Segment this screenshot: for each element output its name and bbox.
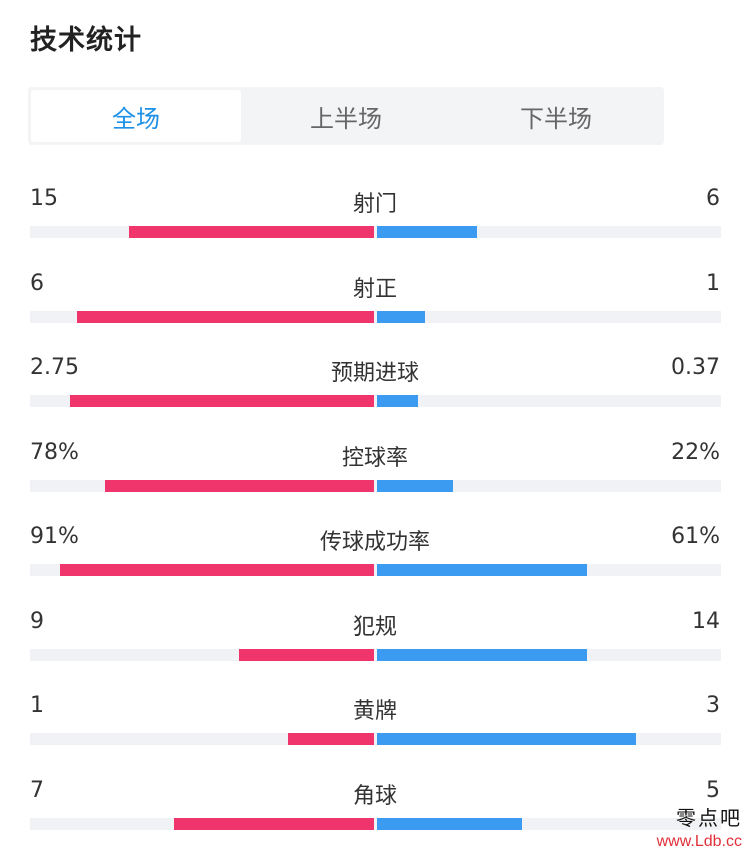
- watermark-name: 零点吧: [676, 806, 742, 830]
- stat-home-bar: [70, 395, 374, 407]
- stat-home-bar: [60, 564, 374, 576]
- stat-label: 角球: [352, 783, 397, 809]
- stat-away-bar: [377, 648, 587, 661]
- stat-away-value: 1: [706, 270, 720, 296]
- stat-label: 预期进球: [330, 361, 419, 386]
- stat-home-value: 91%: [30, 524, 79, 549]
- stat-label: 射正: [352, 276, 397, 302]
- stat-home-value: 15: [30, 186, 58, 211]
- stat-home-bar: [105, 479, 374, 492]
- stat-away-bar: [377, 479, 453, 492]
- stat-row: 91% 传球成功率 61%: [0, 506, 750, 591]
- stat-home-bar: [77, 310, 374, 323]
- stat-home-value: 6: [30, 270, 44, 296]
- stat-away-value: 3: [706, 693, 720, 718]
- stat-home-bar: [288, 733, 374, 745]
- stat-row: 78% 控球率 22%: [0, 422, 750, 507]
- stat-row: 1 黄牌 3: [0, 675, 750, 760]
- stat-home-bar: [174, 817, 374, 830]
- stat-away-bar: [377, 310, 425, 323]
- stat-home-bar: [239, 648, 374, 661]
- stat-row: 6 射正 1: [0, 253, 750, 338]
- stat-away-value: 6: [706, 186, 720, 211]
- stat-row: 15 射门 6: [0, 168, 750, 253]
- stat-away-value: 5: [706, 777, 720, 803]
- stat-row: 9 犯规 14: [0, 591, 750, 676]
- stat-away-value: 61%: [671, 524, 720, 549]
- stat-home-bar: [129, 226, 374, 238]
- stat-row: 2.75 预期进球 0.37: [0, 337, 750, 422]
- watermark: 零点吧 www.Ldb.cc: [657, 802, 742, 851]
- stat-home-value: 1: [30, 693, 44, 718]
- stat-home-value: 2.75: [30, 355, 79, 380]
- stat-label: 射门: [352, 192, 397, 217]
- stat-label: 控球率: [341, 445, 408, 471]
- period-tabs: 全场 上半场 下半场: [28, 87, 664, 145]
- watermark-url: www.Ldb.cc: [656, 833, 742, 850]
- tab-full-match[interactable]: 全场: [31, 90, 241, 142]
- stat-bar-track: [30, 648, 721, 661]
- stat-away-bar: [377, 817, 522, 830]
- stat-home-value: 7: [30, 777, 44, 803]
- stat-row: 7 角球 5: [0, 760, 750, 845]
- page-title: 技术统计: [30, 25, 142, 56]
- stat-home-value: 9: [30, 608, 44, 634]
- stat-away-bar: [377, 226, 477, 238]
- stat-away-value: 14: [692, 608, 720, 634]
- tab-second-half[interactable]: 下半场: [520, 104, 592, 133]
- tab-first-half[interactable]: 上半场: [310, 104, 382, 133]
- stat-label: 传球成功率: [319, 530, 430, 555]
- stats-list: 15 射门 6 6 射正 1 2.75 预期进球 0.37 78% 控球率 22% 91% 传球成功率 61…: [0, 168, 750, 844]
- stat-away-bar: [377, 395, 418, 407]
- stat-home-value: 78%: [30, 439, 79, 465]
- stat-away-bar: [377, 733, 636, 745]
- stat-label: 犯规: [352, 614, 397, 640]
- stat-bar-track: [30, 817, 721, 830]
- stat-away-value: 22%: [671, 439, 720, 465]
- stat-away-value: 0.37: [671, 355, 720, 380]
- stat-away-bar: [377, 564, 587, 576]
- stat-label: 黄牌: [352, 699, 397, 724]
